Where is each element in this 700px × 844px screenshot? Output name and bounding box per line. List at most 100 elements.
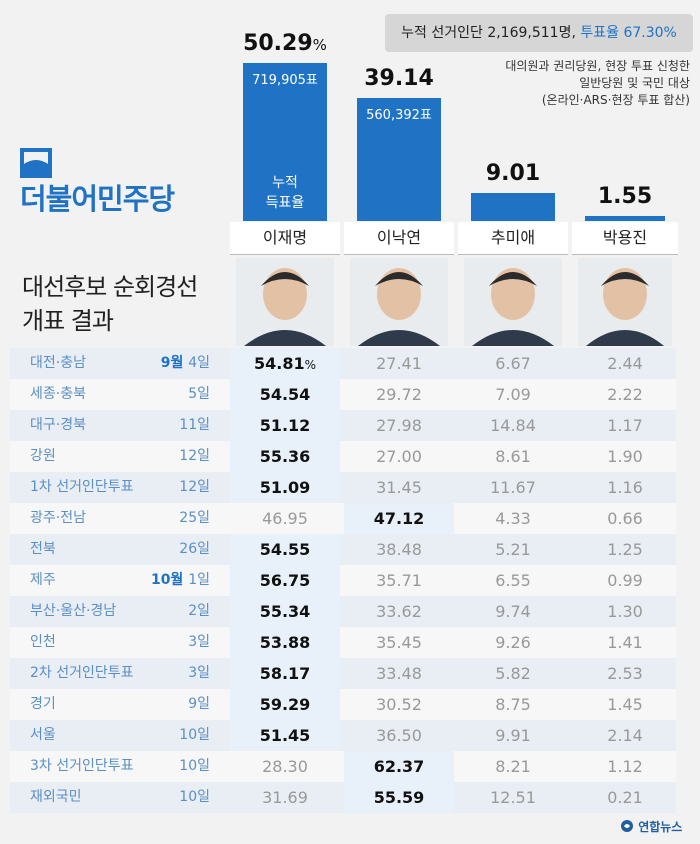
table-cell: 5.21 (458, 534, 568, 565)
table-cell: 9.26 (458, 627, 568, 658)
bar-3 (585, 216, 665, 221)
table-cell: 0.66 (572, 503, 678, 534)
cell-value: 5.21 (495, 540, 531, 559)
table-cell: 6.55 (458, 565, 568, 596)
cumulative-rate-line: 누적 (272, 175, 298, 191)
row-region: 서울 (30, 727, 56, 743)
table-cell: 55.59 (344, 782, 454, 813)
row-day: 9일 (188, 696, 210, 712)
candidate-name: 추미애 (458, 222, 568, 255)
row-month: 10월 (150, 572, 189, 588)
cell-value: 54.54 (259, 385, 311, 404)
cell-value: 1.17 (607, 416, 643, 435)
note-line: 일반당원 및 국민 대상 (579, 76, 690, 90)
table-cell: 55.36 (230, 441, 340, 472)
row-date: 10일 (150, 751, 210, 782)
cell-value: 11.67 (490, 478, 536, 497)
table-cell: 59.29 (230, 689, 340, 720)
table-cell: 5.82 (458, 658, 568, 689)
cell-value: 30.52 (376, 695, 422, 714)
summary-label: 누적 선거인단 (401, 25, 483, 41)
candidate-photo (464, 258, 562, 346)
table-cell: 8.75 (458, 689, 568, 720)
party-name: 더불어민주당 (20, 182, 175, 216)
table-cell: 54.81% (230, 348, 340, 379)
candidate-photo (578, 258, 672, 346)
table-row (10, 441, 676, 472)
winner-cell-highlight (230, 379, 340, 410)
cell-value: 9.26 (495, 633, 531, 652)
table-cell: 27.00 (344, 441, 454, 472)
table-cell: 11.67 (458, 472, 568, 503)
cell-value: 53.88 (259, 633, 311, 652)
bar-value-label: 39.14 (344, 66, 454, 91)
bar-value-label: 1.55 (572, 184, 678, 209)
table-cell: 38.48 (344, 534, 454, 565)
page-title: 대선후보 순회경선 개표 결과 (22, 270, 198, 338)
candidate-name: 박용진 (572, 222, 678, 255)
table-cell: 8.21 (458, 751, 568, 782)
table-cell: 1.16 (572, 472, 678, 503)
table-row (10, 348, 676, 379)
cell-value: 1.45 (607, 695, 643, 714)
table-cell: 7.09 (458, 379, 568, 410)
row-region: 인천 (30, 634, 56, 650)
table-cell: 47.12 (344, 503, 454, 534)
cell-value: 51.12 (259, 416, 311, 435)
row-region: 강원 (30, 448, 56, 464)
cell-value: 51.09 (259, 478, 311, 497)
row-date: 10월 1일 (150, 565, 210, 596)
cell-value: 27.98 (376, 416, 422, 435)
table-cell: 27.98 (344, 410, 454, 441)
table-row (10, 658, 676, 689)
table-cell: 1.90 (572, 441, 678, 472)
row-date: 10일 (150, 720, 210, 751)
bar-value-label: 9.01 (458, 161, 568, 186)
cell-value: 58.17 (259, 664, 311, 683)
table-cell: 62.37 (344, 751, 454, 782)
table-row (10, 689, 676, 720)
cell-value: 12.51 (490, 788, 536, 807)
cell-value: 36.50 (376, 726, 422, 745)
table-row (10, 720, 676, 751)
table-cell: 35.71 (344, 565, 454, 596)
cell-value: 6.67 (495, 354, 531, 373)
bar-value-number: 1.55 (597, 184, 653, 210)
row-day: 26일 (179, 541, 210, 557)
bar-0 (243, 62, 327, 221)
cell-value: 47.12 (373, 509, 425, 528)
person-icon (472, 268, 554, 346)
candidate-photo (350, 258, 448, 346)
cell-value: 29.72 (376, 385, 422, 404)
cell-value: 0.21 (607, 788, 643, 807)
row-day: 25일 (179, 510, 210, 526)
row-region: 부산·울산·경남 (30, 603, 117, 619)
table-cell: 14.84 (458, 410, 568, 441)
cell-value: 46.95 (262, 509, 308, 528)
bar-value-label: 50.29% (230, 31, 340, 56)
candidate-name: 이재명 (230, 222, 340, 255)
table-row (10, 627, 676, 658)
title-line: 대선후보 순회경선 (22, 273, 198, 301)
row-date: 12일 (150, 472, 210, 503)
bar-votes-label: 560,392표 (366, 107, 432, 123)
cell-value: 9.91 (495, 726, 531, 745)
table-row (10, 782, 676, 813)
table-cell: 1.30 (572, 596, 678, 627)
winner-cell-highlight (344, 751, 454, 782)
table-cell: 12.51 (458, 782, 568, 813)
table-cell: 1.25 (572, 534, 678, 565)
winner-cell-highlight (230, 348, 340, 379)
cell-value: 35.71 (376, 571, 422, 590)
cell-value: 31.69 (262, 788, 308, 807)
cell-value: 27.41 (376, 354, 422, 373)
row-day: 10일 (179, 727, 210, 743)
cell-value: 1.41 (607, 633, 643, 652)
row-date: 9월 4일 (150, 348, 210, 379)
winner-cell-highlight (344, 503, 454, 534)
cell-value: 54.81 (253, 354, 305, 373)
winner-cell-highlight (230, 720, 340, 751)
table-cell: 33.62 (344, 596, 454, 627)
table-cell: 1.12 (572, 751, 678, 782)
table-cell: 58.17 (230, 658, 340, 689)
